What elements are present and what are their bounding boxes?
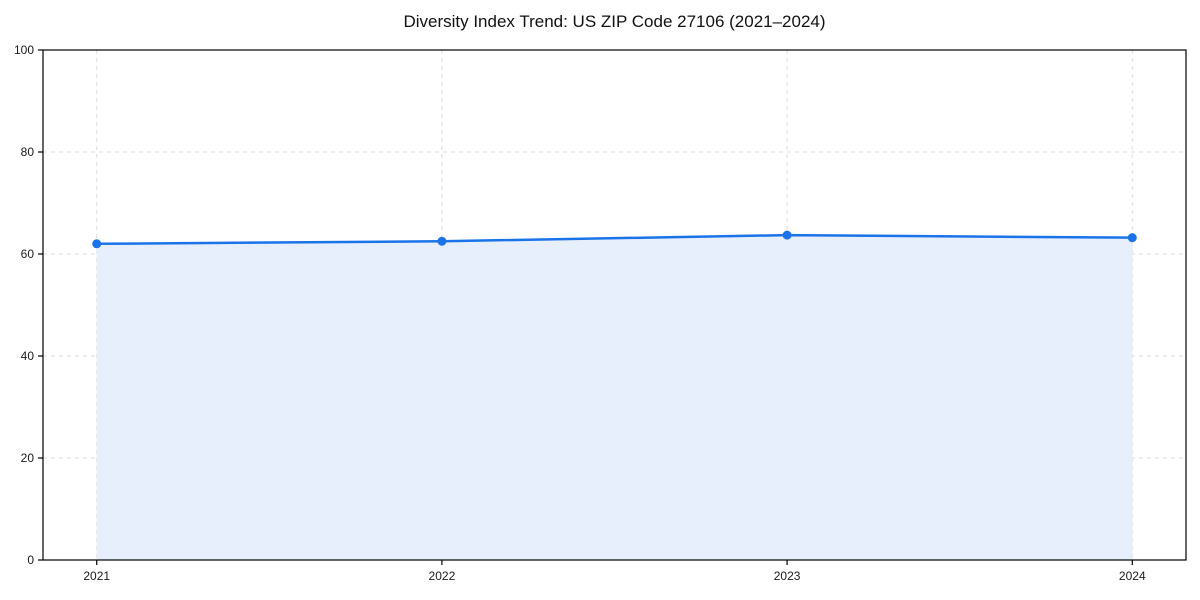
series-line — [95, 233, 1134, 246]
data-point — [782, 230, 792, 240]
data-point — [1127, 233, 1137, 243]
x-tick-label: 2021 — [83, 569, 110, 583]
x-tick-label: 2024 — [1119, 569, 1146, 583]
x-tick-label: 2023 — [774, 569, 801, 583]
area-fill — [96, 235, 1133, 560]
data-point — [92, 239, 102, 249]
data-point — [437, 236, 447, 246]
chart-title: Diversity Index Trend: US ZIP Code 27106… — [403, 12, 826, 31]
y-tick-label: 0 — [27, 553, 34, 567]
y-tick-label: 60 — [21, 247, 35, 261]
y-tick-label: 100 — [14, 43, 34, 57]
x-tick-label: 2022 — [429, 569, 456, 583]
y-tick-label: 20 — [21, 451, 35, 465]
axes-spines — [42, 49, 1187, 561]
y-tick-label: 40 — [21, 349, 35, 363]
y-tick-label: 80 — [21, 145, 35, 159]
